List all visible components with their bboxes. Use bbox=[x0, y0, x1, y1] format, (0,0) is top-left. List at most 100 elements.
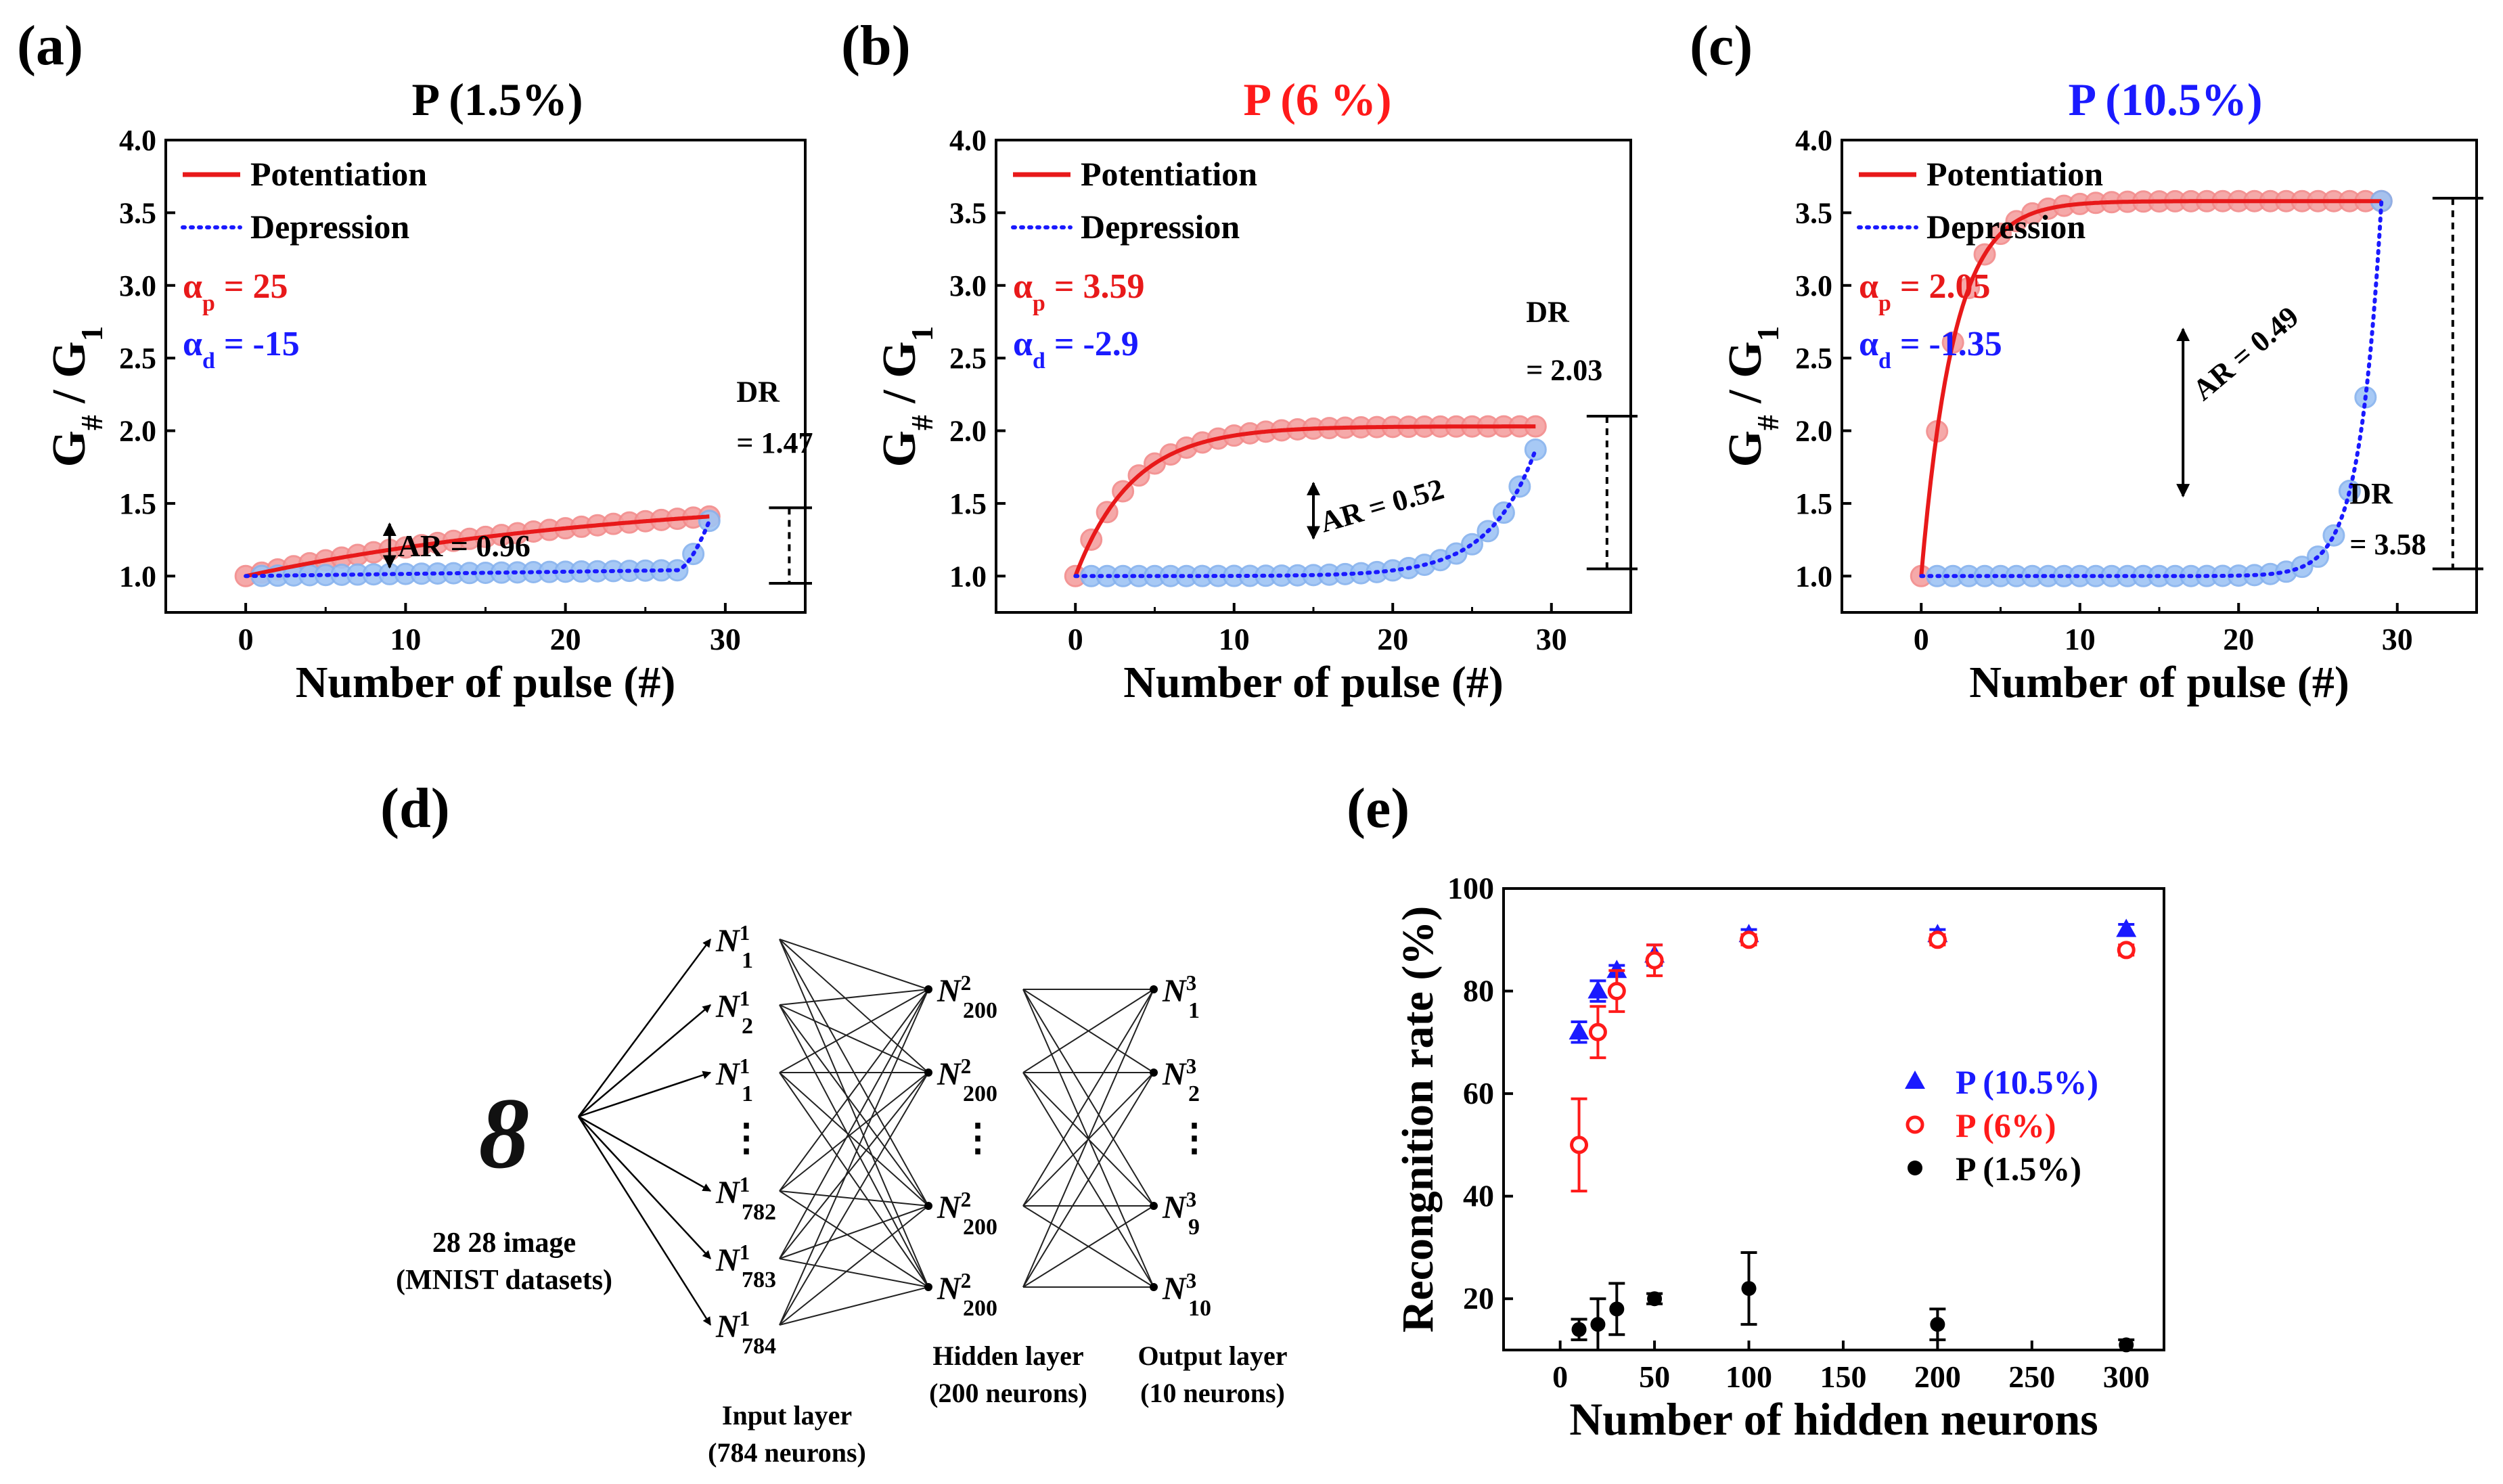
input-arrow bbox=[578, 1116, 711, 1259]
output-node: N3 bbox=[1162, 971, 1196, 1010]
y-tick-label: 3.5 bbox=[949, 196, 987, 229]
input-hidden-connection bbox=[779, 1258, 929, 1288]
network-graph: N11N12N11N1782N1783N1784⋮N2200N2200N2200… bbox=[577, 921, 1213, 1359]
image-caption-line2: (MNIST datasets) bbox=[396, 1265, 612, 1296]
x-tick-label: 100 bbox=[1726, 1359, 1772, 1394]
x-tick-label: 200 bbox=[1914, 1359, 1961, 1394]
input-layer-caption: Input layer bbox=[722, 1400, 852, 1431]
depression-point bbox=[698, 510, 721, 533]
hidden-node: N2 bbox=[937, 1188, 971, 1226]
y-tick-label: 1.5 bbox=[119, 487, 156, 520]
mnist-digit-image: 8 bbox=[479, 1077, 530, 1190]
input-arrow bbox=[577, 1116, 712, 1326]
output-node: N3 bbox=[1162, 1269, 1196, 1307]
input-hidden-connection bbox=[779, 939, 929, 1288]
dr-label: DR bbox=[1526, 295, 1570, 328]
y-axis-label: G# / G1 bbox=[1719, 326, 1785, 468]
legend-depression-label: Depression bbox=[250, 208, 409, 246]
output-node-dot bbox=[1150, 1069, 1158, 1077]
legend-marker-p6 bbox=[1906, 1115, 1924, 1134]
alpha-d-label: αd = -1.35 bbox=[1859, 325, 2002, 374]
x-tick-label: 30 bbox=[2382, 622, 2413, 656]
y-tick-label: 1.0 bbox=[119, 560, 156, 593]
panel-a-title: P (1.5%) bbox=[411, 74, 583, 125]
panel-b: (b) P (6 %) 0 10 20 30 1.0 1.5 2.0 2.5 3.0 3.5 4.0… bbox=[841, 14, 1638, 707]
dr-label: DR bbox=[2349, 477, 2393, 510]
data-point-p15 bbox=[1741, 1281, 1757, 1297]
depression-line bbox=[1919, 199, 2384, 579]
data-point-p6 bbox=[1570, 1136, 1589, 1154]
input-node-sub: 782 bbox=[742, 1200, 776, 1225]
hidden-ellipsis: ⋮ bbox=[959, 1117, 997, 1159]
dr-value: = 2.03 bbox=[1526, 353, 1602, 386]
panel-c-axes: 0 10 20 30 1.0 1.5 2.0 2.5 3.0 3.5 4.0 Number of pu… bbox=[1719, 124, 2483, 707]
potentiation-line bbox=[1073, 424, 1536, 577]
x-tick-label: 10 bbox=[1219, 622, 1250, 656]
hidden-node-sub: 200 bbox=[963, 1081, 997, 1106]
x-tick-label: 50 bbox=[1639, 1359, 1670, 1394]
output-node-sub: 10 bbox=[1188, 1296, 1211, 1321]
input-hidden-connection bbox=[779, 989, 929, 1192]
y-tick-label: 40 bbox=[1463, 1179, 1494, 1213]
legend-depression-label: Depression bbox=[1926, 208, 2085, 246]
input-hidden-connection bbox=[779, 1072, 929, 1288]
y-tick-label: 1.0 bbox=[949, 560, 987, 593]
x-tick-label: 10 bbox=[390, 622, 421, 656]
y-axis-label: G# / G1 bbox=[43, 326, 109, 468]
ar-label: AR = 0.52 bbox=[1316, 472, 1447, 539]
x-tick-label: 20 bbox=[1377, 622, 1408, 656]
input-hidden-connection bbox=[779, 1004, 929, 1073]
input-hidden-connection bbox=[779, 989, 929, 1073]
x-axis-label: Number of pulse (#) bbox=[1123, 658, 1504, 707]
data-point-p15 bbox=[1609, 1301, 1625, 1317]
x-tick-label: 20 bbox=[550, 622, 581, 656]
dr-value: = 1.47 bbox=[736, 426, 813, 459]
input-node: N1 bbox=[715, 1054, 750, 1093]
input-arrow bbox=[578, 1004, 711, 1117]
hidden-node: N2 bbox=[937, 1054, 971, 1093]
panel-d-label: (d) bbox=[380, 777, 450, 840]
input-hidden-connection bbox=[779, 1072, 929, 1259]
y-tick-label: 1.0 bbox=[1795, 560, 1832, 593]
input-arrow bbox=[577, 938, 712, 1117]
input-node-sub: 2 bbox=[742, 1014, 753, 1039]
hidden-node-dot bbox=[924, 1069, 932, 1077]
output-layer-caption: Output layer bbox=[1137, 1341, 1287, 1371]
y-tick-label: 60 bbox=[1463, 1076, 1494, 1110]
depression-point bbox=[1524, 438, 1547, 461]
alpha-p-label: αp = 3.59 bbox=[1013, 267, 1144, 316]
input-node-sub: 783 bbox=[742, 1267, 776, 1292]
hidden-output-connection bbox=[1022, 989, 1154, 1207]
x-tick-label: 150 bbox=[1820, 1359, 1866, 1394]
output-node-sub: 2 bbox=[1188, 1081, 1200, 1106]
y-tick-label: 3.0 bbox=[119, 269, 156, 302]
input-hidden-connection bbox=[779, 1205, 929, 1259]
data-point-p105 bbox=[2116, 918, 2137, 937]
data-point-p15 bbox=[1571, 1322, 1587, 1337]
dr-label: DR bbox=[736, 376, 780, 409]
y-tick-label: 2.5 bbox=[949, 342, 987, 375]
input-node: N1 bbox=[715, 1307, 750, 1345]
alpha-p-label: αp = 2.05 bbox=[1859, 267, 1990, 316]
x-tick-label: 300 bbox=[2103, 1359, 2150, 1394]
panel-c: (c) P (10.5%) 0 10 20 30 1.0 1.5 2.0 2.5 3.0 3.5 4… bbox=[1690, 14, 2483, 707]
input-node: N1 bbox=[715, 921, 750, 960]
input-hidden-connection bbox=[779, 939, 929, 1073]
legend-potentiation-label: Potentiation bbox=[1081, 155, 1257, 193]
input-hidden-connection bbox=[779, 1004, 929, 1207]
y-tick-label: 100 bbox=[1447, 871, 1494, 905]
data-point-p6 bbox=[1588, 1022, 1607, 1041]
y-tick-label: 1.5 bbox=[1795, 487, 1832, 520]
hidden-node: N2 bbox=[937, 1269, 971, 1307]
input-node: N1 bbox=[715, 1173, 750, 1211]
input-hidden-connection bbox=[779, 1205, 929, 1326]
dr-value: = 3.58 bbox=[2349, 528, 2426, 561]
input-node: N1 bbox=[715, 1240, 750, 1279]
panel-a-axes: 0 10 20 30 1.0 1.5 2.0 2.5 3.0 3.5 4.0 Number of pu… bbox=[43, 124, 813, 707]
hidden-node-dot bbox=[924, 985, 932, 993]
y-tick-label: 80 bbox=[1463, 974, 1494, 1008]
output-node: N3 bbox=[1162, 1188, 1196, 1226]
input-node: N1 bbox=[715, 987, 750, 1025]
